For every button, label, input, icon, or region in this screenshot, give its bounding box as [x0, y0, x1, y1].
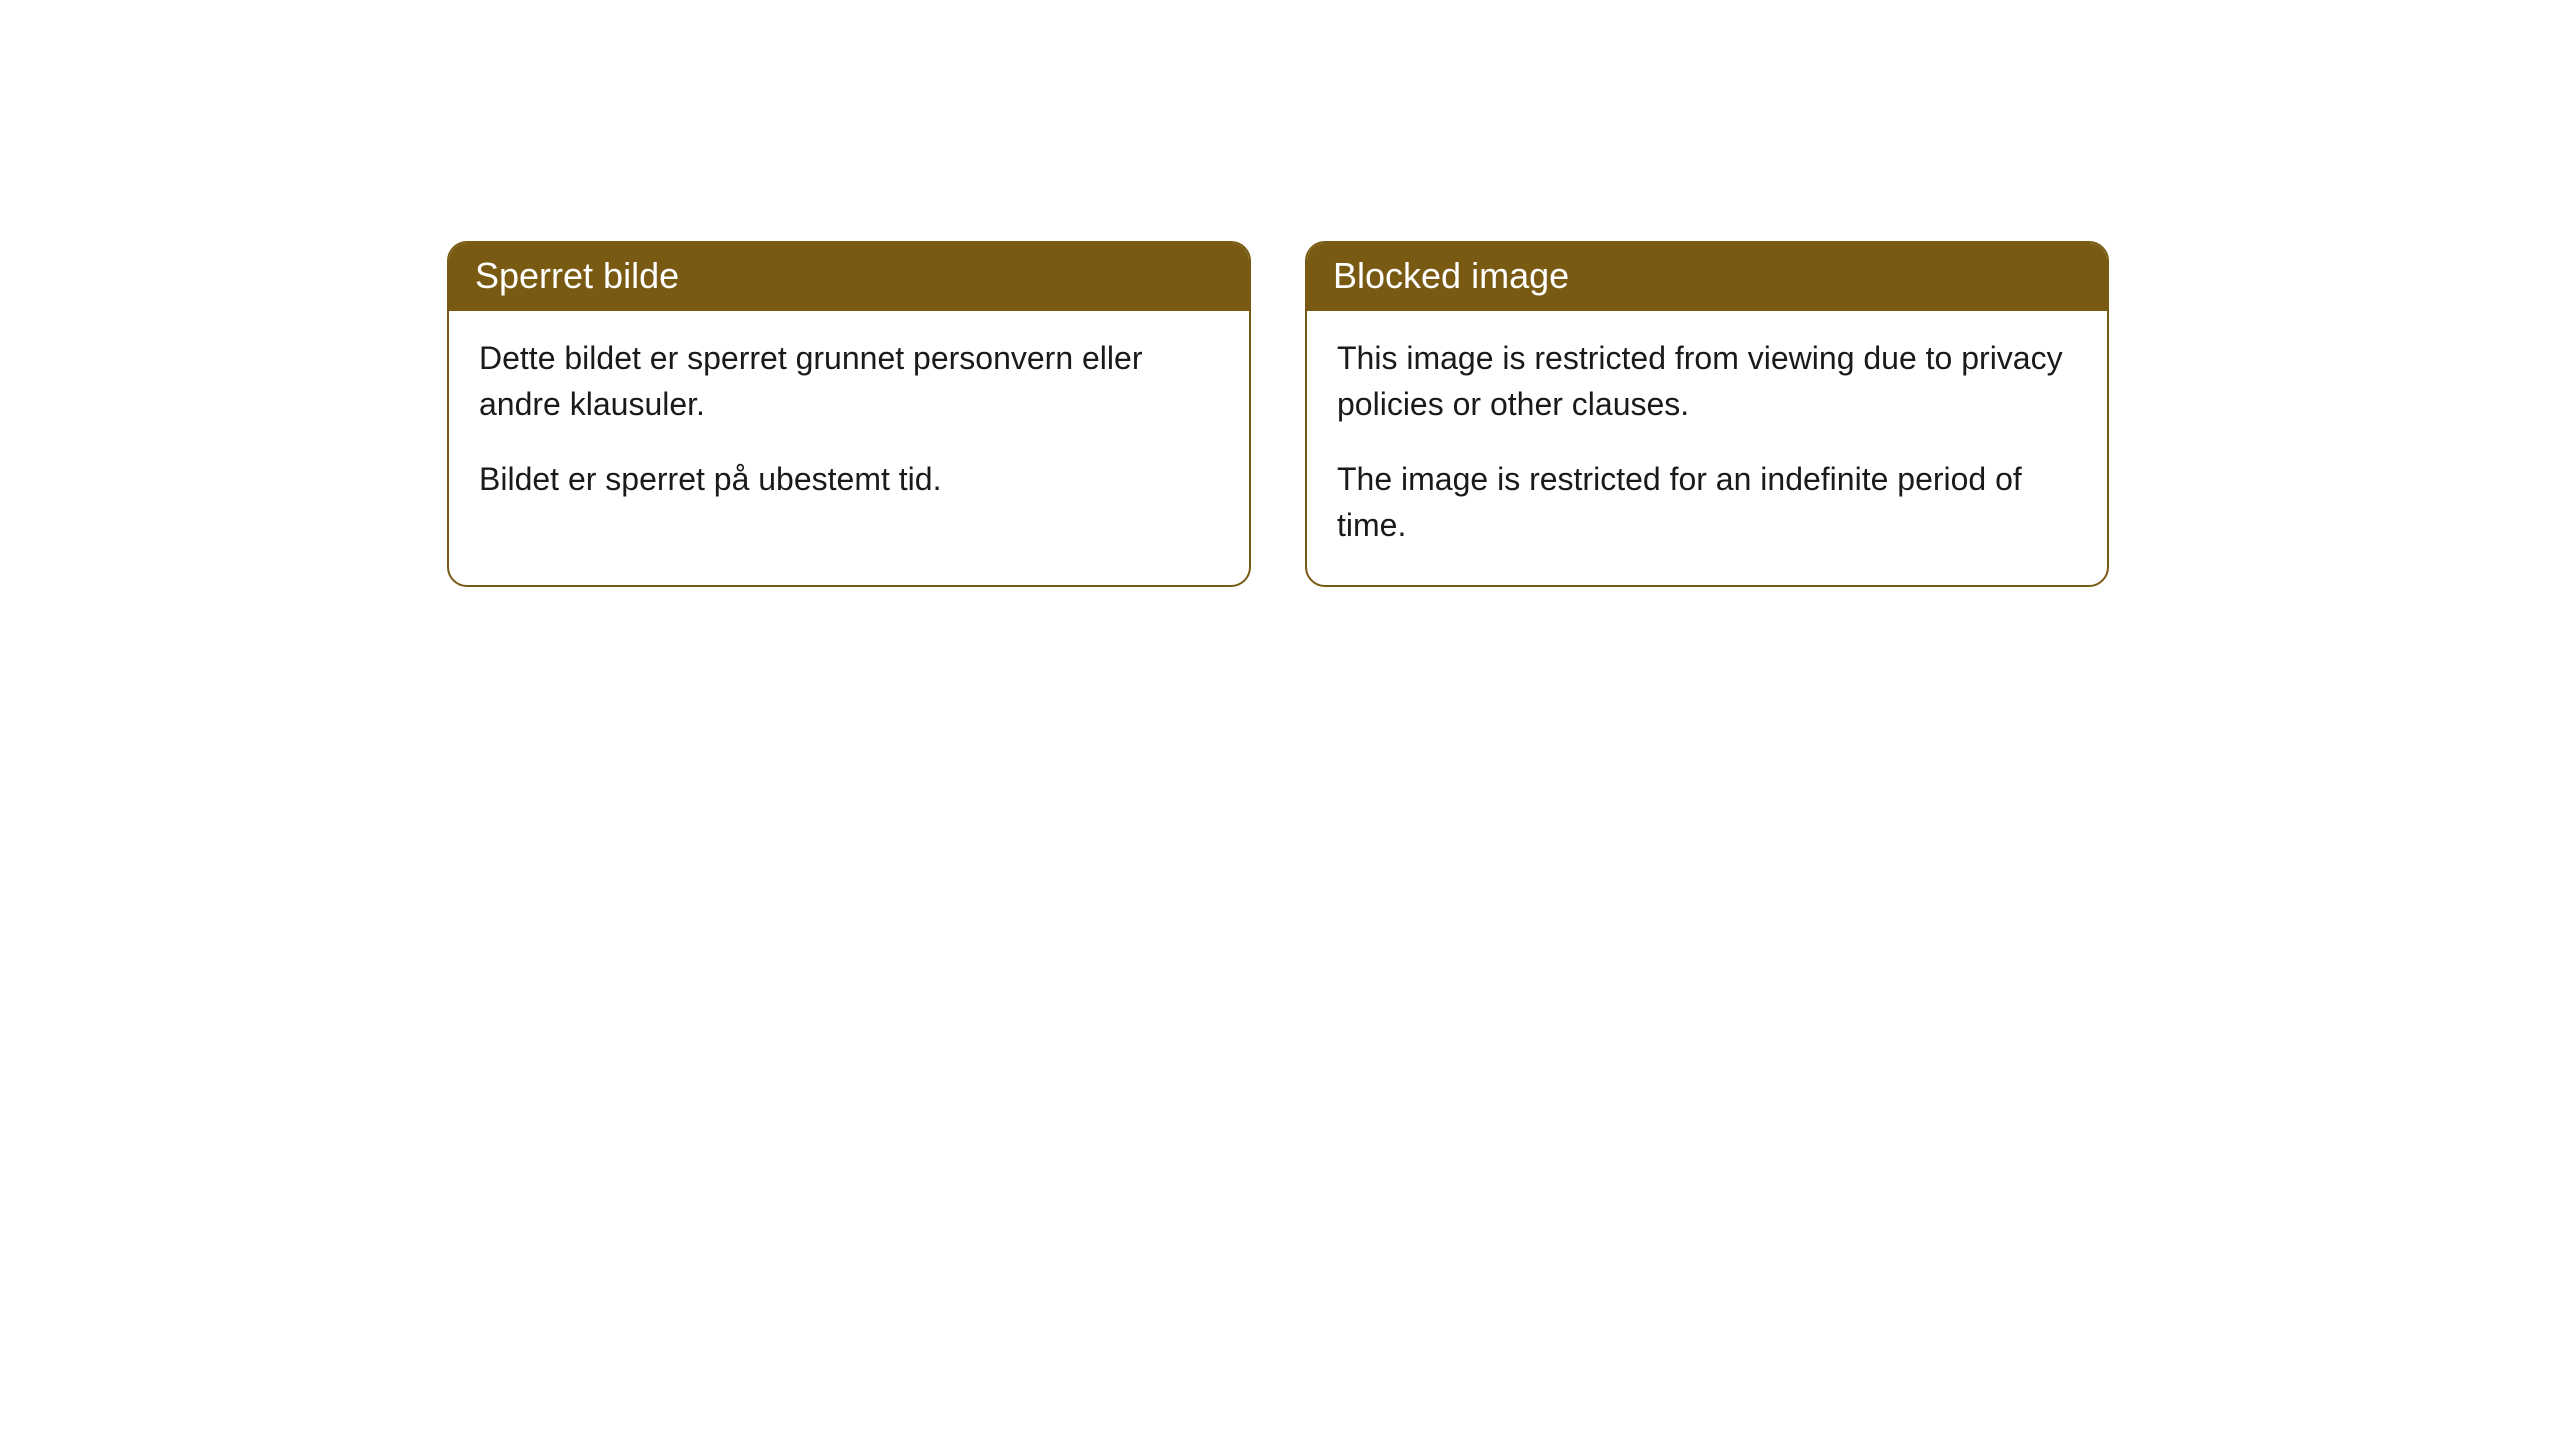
notice-paragraph: Dette bildet er sperret grunnet personve…	[479, 335, 1219, 428]
notice-paragraph: Bildet er sperret på ubestemt tid.	[479, 456, 1219, 502]
notice-header-english: Blocked image	[1307, 243, 2107, 311]
notice-paragraph: This image is restricted from viewing du…	[1337, 335, 2077, 428]
notice-body-english: This image is restricted from viewing du…	[1307, 311, 2107, 585]
notice-card-english: Blocked image This image is restricted f…	[1305, 241, 2109, 587]
notice-header-norwegian: Sperret bilde	[449, 243, 1249, 311]
notice-container: Sperret bilde Dette bildet er sperret gr…	[447, 241, 2109, 587]
notice-body-norwegian: Dette bildet er sperret grunnet personve…	[449, 311, 1249, 538]
notice-paragraph: The image is restricted for an indefinit…	[1337, 456, 2077, 549]
notice-card-norwegian: Sperret bilde Dette bildet er sperret gr…	[447, 241, 1251, 587]
